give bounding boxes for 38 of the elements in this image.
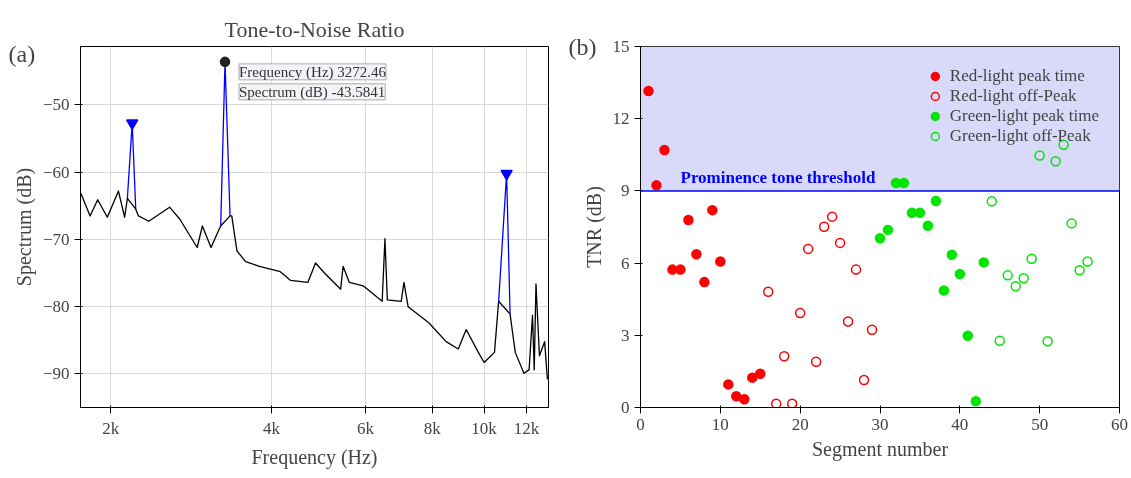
y-tick-label: 0 bbox=[621, 398, 630, 417]
x-tick-label: 4k bbox=[263, 418, 281, 438]
legend-label: Green-light peak time bbox=[949, 106, 1099, 126]
x-tick-label: 40 bbox=[951, 414, 969, 434]
text: (a) bbox=[8, 40, 36, 67]
legend-label: Red-light peak time bbox=[949, 66, 1085, 86]
y-tick-label: 9 bbox=[621, 181, 630, 201]
x-tick-label: 10 bbox=[711, 414, 729, 434]
x-tick-label: 60 bbox=[1111, 414, 1128, 434]
x-tick-label: 8k bbox=[423, 418, 442, 438]
y-tick-label: −60 bbox=[42, 162, 70, 182]
x-tick-label: 12k bbox=[513, 418, 540, 438]
annotation: Frequency (Hz) 3272.46 bbox=[239, 63, 387, 81]
x-tick-label: 30 bbox=[871, 414, 889, 434]
x-tick-label: 6k bbox=[357, 418, 375, 438]
x-axis-title: Segment number bbox=[811, 437, 949, 461]
y-tick-label: 15 bbox=[612, 37, 630, 56]
y-tick-label: −70 bbox=[42, 229, 70, 249]
y-tick-label: 12 bbox=[612, 109, 630, 129]
y-tick-label: −80 bbox=[42, 297, 70, 317]
y-axis-title: Spectrum (dB) bbox=[12, 167, 36, 287]
y-tick-label: 3 bbox=[621, 325, 630, 345]
x-tick-label: 20 bbox=[791, 414, 809, 434]
x-tick-label: 50 bbox=[1031, 414, 1049, 434]
annotation: Spectrum (dB) -43.5841 bbox=[239, 83, 386, 101]
x-tick-label: 2k bbox=[102, 418, 120, 438]
x-axis-title: Frequency (Hz) bbox=[251, 445, 378, 469]
y-tick-label: 6 bbox=[621, 253, 630, 273]
chart-title: Tone-to-Noise Ratio bbox=[224, 16, 405, 42]
y-tick-label: −50 bbox=[42, 95, 70, 115]
y-tick-label: −90 bbox=[42, 364, 70, 384]
x-tick-label: 10k bbox=[471, 418, 498, 438]
ref-line-label: Prominence tone threshold bbox=[680, 167, 876, 187]
text: (b) bbox=[568, 33, 597, 60]
legend-label: Red-light off-Peak bbox=[949, 86, 1077, 106]
legend-label: Green-light off-Peak bbox=[949, 126, 1091, 146]
y-axis-title: TNR (dB) bbox=[582, 186, 606, 268]
x-tick-label: 0 bbox=[636, 414, 645, 434]
